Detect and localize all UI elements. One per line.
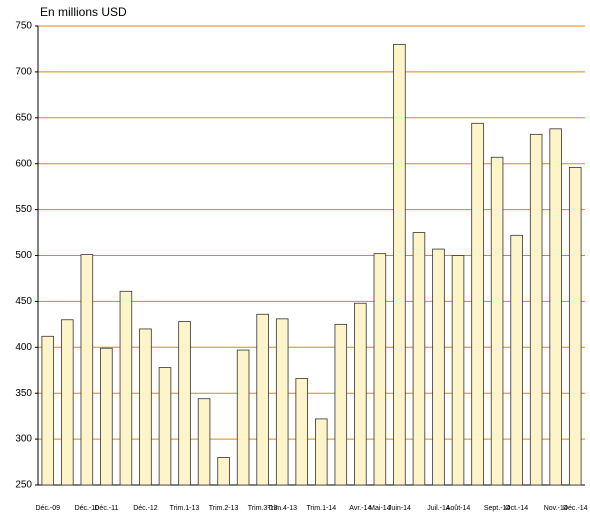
- bar: [61, 319, 74, 486]
- bar: [139, 328, 152, 486]
- y-tick-label: 550: [15, 204, 32, 215]
- bar: [178, 321, 191, 486]
- x-tick-label: Déc.-14: [563, 505, 588, 512]
- chart-title: En millions USD: [40, 5, 127, 19]
- x-tick-label: Trim.1-13: [170, 505, 200, 512]
- x-tick-label: Trim.4-13: [267, 505, 297, 512]
- bar: [510, 234, 523, 486]
- x-tick-label: Juil.-14: [427, 505, 450, 512]
- bar: [119, 290, 133, 486]
- x-tick-label: Mai-14: [369, 505, 391, 512]
- bar: [393, 43, 406, 486]
- bar: [549, 128, 562, 486]
- y-tick-label: 500: [15, 250, 32, 261]
- bar: [490, 156, 504, 486]
- y-tick-label: 600: [15, 158, 32, 169]
- bar: [236, 349, 250, 486]
- y-tick-label: 350: [15, 388, 32, 399]
- bar: [80, 254, 94, 486]
- bar: [197, 398, 211, 486]
- bar: [41, 335, 55, 486]
- y-tick-label: 250: [15, 480, 32, 491]
- x-tick-label: Déc.-10: [75, 505, 100, 512]
- bar: [354, 302, 367, 486]
- x-tick-label: Nov.-14: [544, 505, 568, 512]
- bar: [275, 318, 289, 486]
- x-tick-label: Juin-14: [388, 505, 411, 512]
- y-tick-label: 450: [15, 296, 32, 307]
- y-tick-label: 750: [15, 21, 32, 32]
- x-tick-label: Août-14: [446, 505, 471, 512]
- x-tick-label: Sept.-14: [484, 505, 511, 512]
- x-tick-label: Avr.-14: [349, 505, 371, 512]
- bar: [256, 313, 269, 486]
- x-tick-label: Trim.1-14: [306, 505, 336, 512]
- y-tick-label: 700: [15, 67, 32, 78]
- y-tick-label: 650: [15, 112, 32, 123]
- bar: [451, 255, 465, 486]
- bar: [315, 418, 328, 486]
- y-tick-label: 400: [15, 342, 32, 353]
- x-tick-label: Déc.-09: [36, 505, 61, 512]
- x-tick-label: Trim.3-13: [248, 505, 278, 512]
- bar: [471, 122, 484, 486]
- x-tick-label: Oct.-14: [505, 505, 528, 512]
- bar: [432, 248, 445, 486]
- y-tick-label: 300: [15, 434, 32, 445]
- x-tick-label: Trim.2-13: [209, 505, 239, 512]
- bar: [412, 232, 426, 486]
- bar: [334, 323, 348, 486]
- bar: [217, 457, 230, 486]
- bar: [295, 378, 308, 486]
- bar: [529, 133, 543, 486]
- x-tick-label: Déc.-12: [133, 505, 158, 512]
- bar: [100, 347, 113, 486]
- bar: [568, 166, 582, 486]
- bar: [373, 253, 387, 486]
- bar: [158, 367, 172, 486]
- x-tick-label: Déc.-11: [94, 505, 118, 512]
